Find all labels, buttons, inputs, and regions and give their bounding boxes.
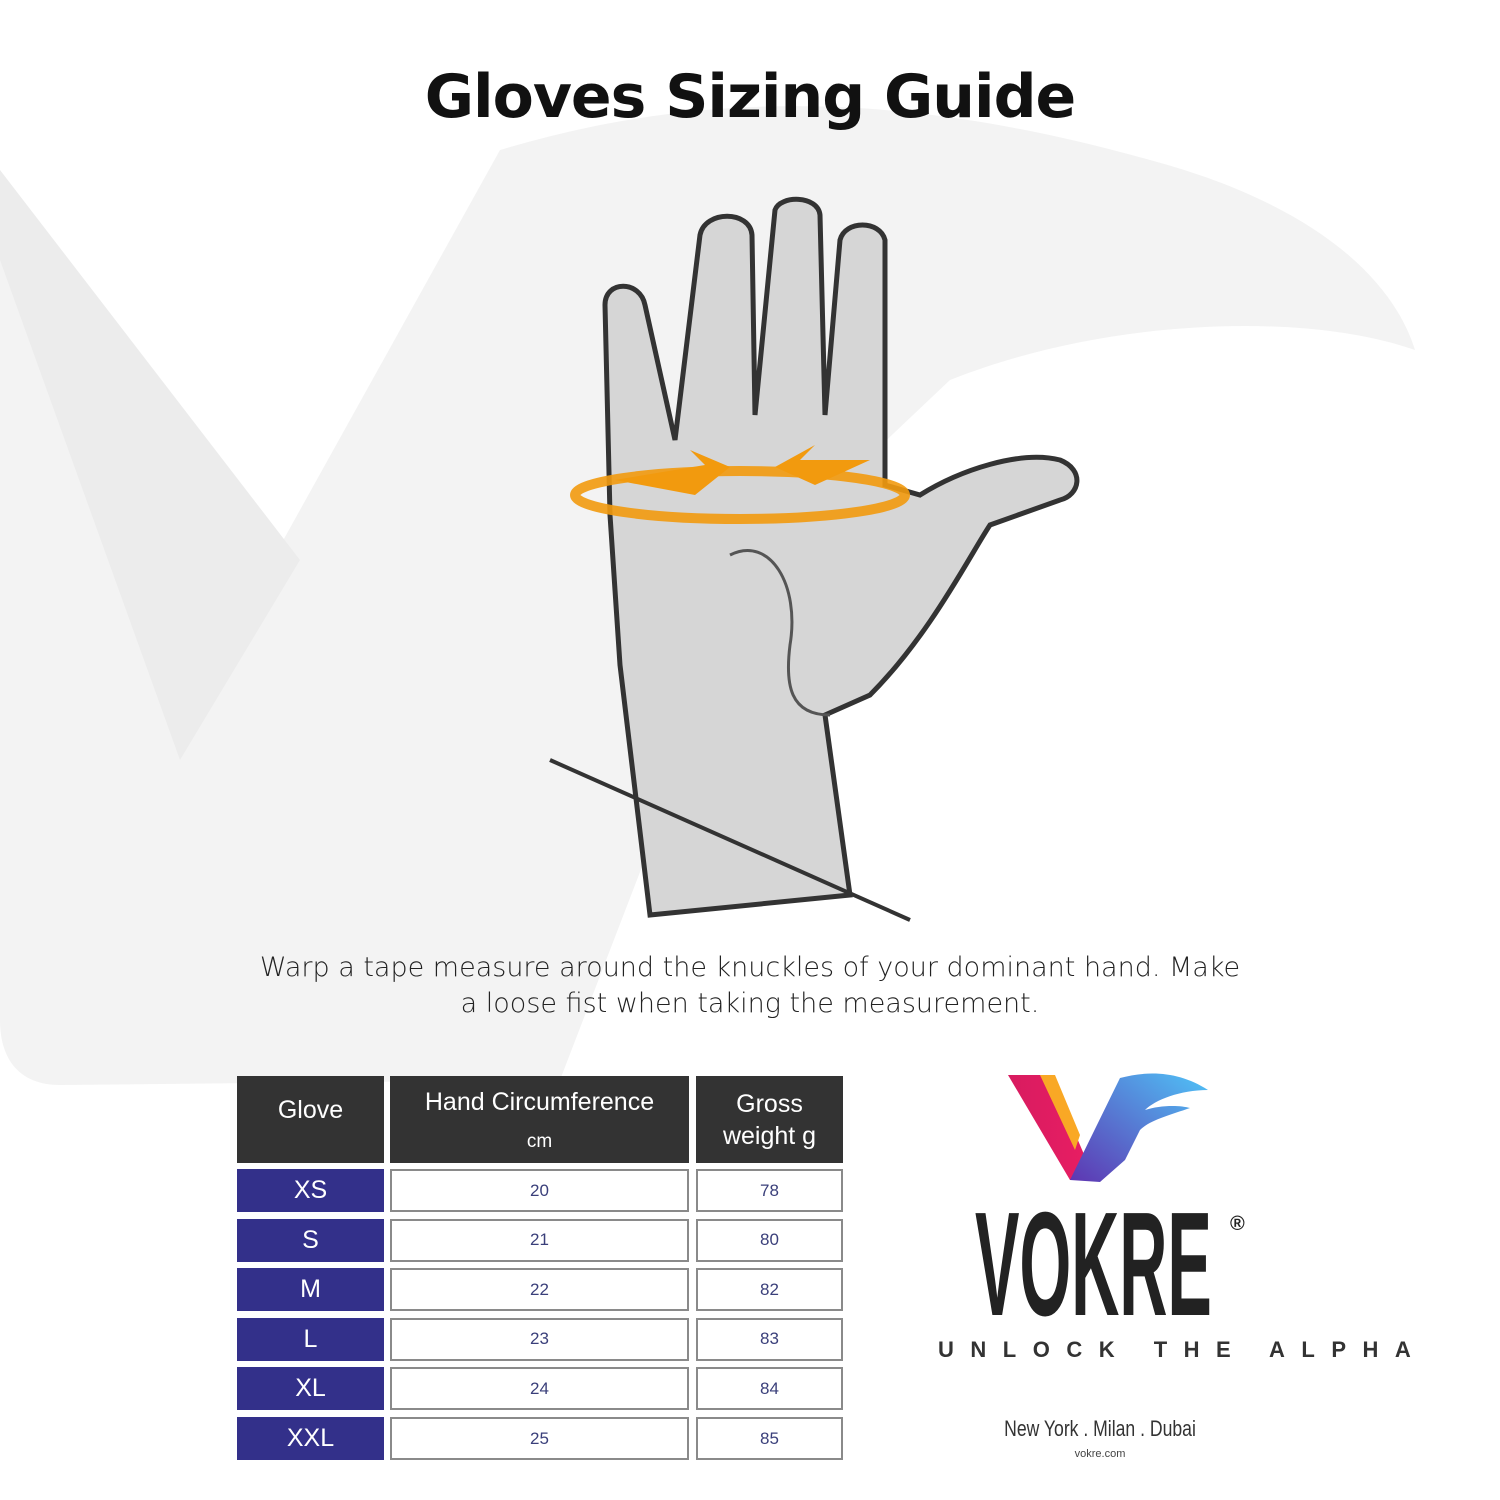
- size-cell: S: [237, 1218, 384, 1262]
- brand-tagline: UNLOCK THE ALPHA: [938, 1337, 1428, 1362]
- weight-cell: 80: [696, 1218, 843, 1262]
- circumference-cell: 23: [390, 1317, 689, 1361]
- circumference-cell: 25: [390, 1417, 689, 1460]
- circumference-cell: 24: [390, 1367, 689, 1411]
- weight-cell: 82: [696, 1268, 843, 1312]
- weight-cell: 85: [696, 1417, 843, 1460]
- size-cell: L: [237, 1317, 384, 1361]
- weight-cell: 78: [696, 1169, 843, 1212]
- registered-mark: ®: [1230, 1213, 1245, 1235]
- circumference-cell: 22: [390, 1268, 689, 1312]
- size-cell: XXL: [237, 1417, 384, 1460]
- weight-cell: 84: [696, 1367, 843, 1411]
- page-title: Gloves Sizing Guide: [424, 62, 1076, 132]
- measurement-instructions: Warp a tape measure around the knuckles …: [259, 952, 1241, 1019]
- header-weight: Gross weight g: [696, 1076, 843, 1163]
- circumference-cell: 20: [390, 1169, 689, 1212]
- weight-cell: 83: [696, 1317, 843, 1361]
- header-circumference-unit: cm: [526, 1131, 553, 1152]
- hand-illustration: [549, 196, 1080, 922]
- brand-cities: New York . Milan . Dubai: [1004, 1416, 1196, 1441]
- header-glove: Glove: [237, 1076, 384, 1163]
- header-circumference-label: Hand Circumference: [424, 1088, 655, 1116]
- brand-name: VOKRE: [975, 1182, 1212, 1347]
- size-cell: XL: [237, 1367, 384, 1411]
- brand-website[interactable]: vokre.com: [1074, 1448, 1126, 1460]
- circumference-cell: 21: [390, 1218, 689, 1262]
- size-cell: M: [237, 1268, 384, 1312]
- header-circumference: Hand Circumference cm: [390, 1076, 689, 1163]
- size-cell: XS: [237, 1169, 384, 1212]
